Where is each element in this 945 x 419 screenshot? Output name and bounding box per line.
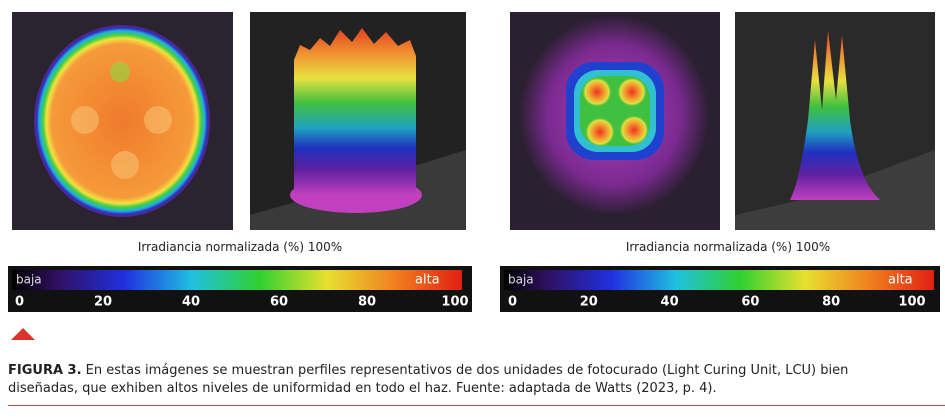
tick-label: 100 [441,295,468,310]
panel-label: Irradiancia normalizada (%) 100% [137,240,343,254]
figure-art: baja alta baja alta 0 20 40 60 80 100 0 20 40 60 8… [8,12,940,340]
colorbar [504,270,934,290]
caption: FIGURA 3. En estas imágenes se muestran … [8,362,868,398]
tick-label: 20 [580,295,598,310]
panel-label: Irradiancia normalizada (%) 100% [625,240,831,254]
tick-labels: 0 20 40 60 80 100 0 20 40 60 80 100 [15,295,926,310]
tick-label: 80 [822,295,840,310]
tick-label: 60 [741,295,759,310]
colorbar-low: baja [16,273,42,287]
colorbar [12,270,462,290]
tick-label: 40 [661,295,679,310]
rule [8,405,945,406]
colorbar-high: alta [888,273,913,288]
tick-label: 60 [270,295,288,310]
caption-label: FIGURA 3. [8,363,82,378]
tick-label: 0 [15,295,24,310]
tick-label: 40 [182,295,200,310]
colorbar-low: baja [508,273,534,287]
caption-text: En estas imágenes se muestran perfiles r… [8,363,849,396]
colorbar-high: alta [415,273,440,288]
tick-label: 100 [898,295,925,310]
marker-triangle [11,328,35,340]
tick-label: 0 [508,295,517,310]
tick-label: 80 [358,295,376,310]
tick-label: 20 [94,295,112,310]
